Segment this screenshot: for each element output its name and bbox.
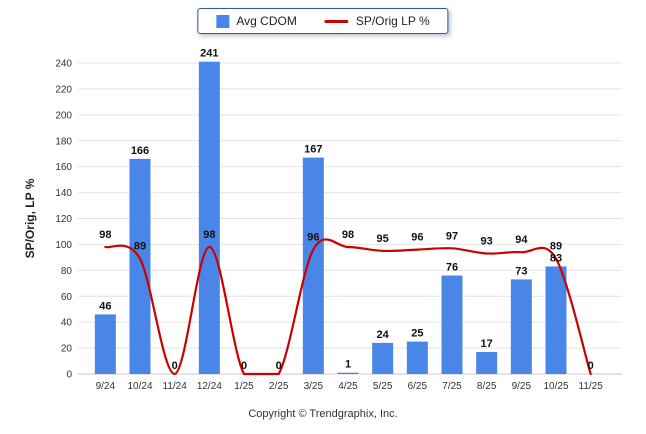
svg-text:9/25: 9/25 <box>512 381 532 392</box>
svg-text:0: 0 <box>276 360 282 372</box>
svg-text:89: 89 <box>550 241 562 253</box>
svg-text:5/25: 5/25 <box>373 381 393 392</box>
y-axis-label: SP/Orig, LP % <box>23 178 37 258</box>
svg-text:0: 0 <box>172 360 178 372</box>
svg-text:167: 167 <box>304 144 322 156</box>
line-swatch-icon <box>324 19 349 23</box>
svg-text:241: 241 <box>200 48 218 60</box>
copyright-text: Copyright © Trendgraphix, Inc. <box>248 408 398 420</box>
svg-text:20: 20 <box>61 344 73 355</box>
svg-text:0: 0 <box>66 370 72 381</box>
svg-text:160: 160 <box>55 162 72 173</box>
svg-text:94: 94 <box>515 234 528 246</box>
svg-text:7/25: 7/25 <box>442 381 462 392</box>
legend-label-sp-orig-lp: SP/Orig LP % <box>355 14 430 28</box>
svg-text:2/25: 2/25 <box>269 381 289 392</box>
svg-text:0: 0 <box>241 360 247 372</box>
svg-text:98: 98 <box>342 229 354 241</box>
svg-text:83: 83 <box>550 252 562 264</box>
svg-text:98: 98 <box>99 229 111 241</box>
svg-text:6/25: 6/25 <box>408 381 428 392</box>
svg-text:24: 24 <box>377 329 390 341</box>
svg-text:200: 200 <box>55 110 72 121</box>
svg-text:17: 17 <box>481 338 493 350</box>
svg-text:10/24: 10/24 <box>127 381 152 392</box>
svg-text:46: 46 <box>99 300 111 312</box>
svg-text:240: 240 <box>55 59 72 70</box>
svg-text:95: 95 <box>377 233 389 245</box>
svg-text:40: 40 <box>61 318 73 329</box>
svg-text:93: 93 <box>481 235 493 247</box>
svg-text:97: 97 <box>446 230 458 242</box>
svg-text:10/25: 10/25 <box>543 381 568 392</box>
svg-text:8/25: 8/25 <box>477 381 497 392</box>
legend-item-avg-cdom: Avg CDOM <box>216 14 297 28</box>
svg-text:180: 180 <box>55 136 72 147</box>
legend: Avg CDOM SP/Orig LP % <box>197 8 449 34</box>
legend-label-avg-cdom: Avg CDOM <box>236 14 297 28</box>
svg-text:96: 96 <box>307 232 319 244</box>
svg-text:166: 166 <box>131 145 149 157</box>
svg-text:1/25: 1/25 <box>234 381 254 392</box>
svg-text:80: 80 <box>61 266 73 277</box>
svg-text:220: 220 <box>55 84 72 95</box>
svg-text:12/24: 12/24 <box>197 381 222 392</box>
svg-text:25: 25 <box>411 328 423 340</box>
svg-text:11/24: 11/24 <box>163 381 188 392</box>
svg-text:3/25: 3/25 <box>304 381 324 392</box>
svg-text:11/25: 11/25 <box>579 381 604 392</box>
legend-item-sp-orig-lp: SP/Orig LP % <box>324 14 430 28</box>
svg-text:4/25: 4/25 <box>338 381 358 392</box>
svg-text:140: 140 <box>55 188 72 199</box>
svg-text:100: 100 <box>55 240 72 251</box>
svg-text:1: 1 <box>345 359 351 371</box>
svg-text:96: 96 <box>411 232 423 244</box>
svg-text:120: 120 <box>55 214 72 225</box>
svg-text:73: 73 <box>515 265 527 277</box>
svg-text:89: 89 <box>134 241 146 253</box>
svg-text:76: 76 <box>446 262 458 274</box>
svg-text:60: 60 <box>61 292 73 303</box>
svg-text:0: 0 <box>588 360 594 372</box>
svg-text:98: 98 <box>203 229 215 241</box>
svg-text:9/24: 9/24 <box>96 381 116 392</box>
bar-swatch-icon <box>216 14 230 28</box>
